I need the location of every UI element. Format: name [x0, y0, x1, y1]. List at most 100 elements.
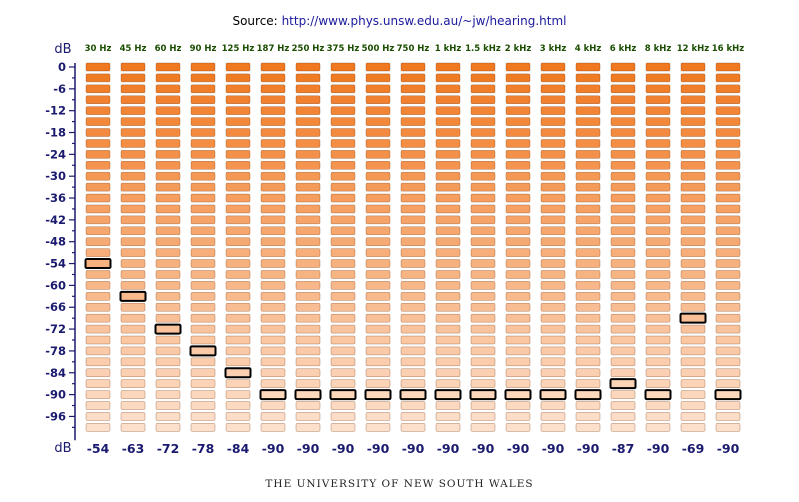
level-cell[interactable] — [85, 171, 111, 181]
level-cell[interactable] — [85, 248, 111, 257]
level-cell[interactable] — [610, 248, 636, 257]
level-cell[interactable] — [645, 62, 671, 72]
level-cell[interactable] — [365, 139, 391, 148]
level-cell[interactable] — [645, 423, 671, 432]
level-cell[interactable] — [190, 346, 216, 356]
level-cell[interactable] — [295, 215, 321, 225]
level-cell[interactable] — [680, 390, 706, 399]
level-cell[interactable] — [540, 281, 566, 290]
level-cell[interactable] — [365, 423, 391, 432]
level-cell[interactable] — [575, 379, 601, 388]
level-cell[interactable] — [365, 182, 391, 192]
level-cell[interactable] — [85, 292, 111, 301]
level-cell[interactable] — [155, 117, 181, 126]
level-cell[interactable] — [400, 73, 426, 83]
level-cell[interactable] — [330, 171, 356, 181]
level-cell[interactable] — [120, 73, 146, 83]
level-cell[interactable] — [120, 95, 146, 105]
level-cell[interactable] — [190, 106, 216, 115]
level-cell[interactable] — [540, 128, 566, 137]
level-cell[interactable] — [680, 401, 706, 410]
level-cell[interactable] — [295, 412, 321, 421]
level-cell[interactable] — [330, 423, 356, 432]
level-cell[interactable] — [645, 368, 671, 378]
level-cell[interactable] — [330, 281, 356, 290]
level-cell[interactable] — [715, 237, 741, 246]
level-cell[interactable] — [225, 346, 251, 356]
level-cell[interactable] — [295, 237, 321, 246]
level-cell[interactable] — [120, 150, 146, 159]
level-cell[interactable] — [505, 412, 531, 421]
level-cell[interactable] — [120, 117, 146, 126]
level-cell[interactable] — [295, 95, 321, 105]
level-cell[interactable] — [575, 171, 601, 181]
level-cell[interactable] — [680, 259, 706, 268]
level-cell[interactable] — [120, 182, 146, 192]
level-cell[interactable] — [435, 401, 461, 410]
level-cell[interactable] — [155, 182, 181, 192]
level-cell[interactable] — [680, 171, 706, 181]
level-cell[interactable] — [365, 117, 391, 126]
level-cell[interactable] — [470, 161, 496, 170]
level-cell[interactable] — [225, 423, 251, 432]
level-cell[interactable] — [260, 106, 286, 115]
level-cell[interactable] — [435, 357, 461, 367]
level-cell[interactable] — [575, 73, 601, 83]
level-cell[interactable] — [330, 292, 356, 301]
level-cell[interactable] — [715, 193, 741, 203]
level-cell[interactable] — [155, 237, 181, 246]
level-cell[interactable] — [505, 193, 531, 203]
level-cell[interactable] — [400, 379, 426, 388]
level-cell[interactable] — [330, 215, 356, 225]
level-cell[interactable] — [715, 161, 741, 170]
level-cell[interactable] — [400, 84, 426, 94]
level-cell[interactable] — [470, 390, 496, 399]
level-cell[interactable] — [400, 292, 426, 301]
level-cell[interactable] — [295, 292, 321, 301]
level-cell[interactable] — [575, 292, 601, 301]
level-cell[interactable] — [470, 335, 496, 345]
level-cell[interactable] — [365, 401, 391, 410]
level-cell[interactable] — [715, 73, 741, 83]
level-cell[interactable] — [680, 346, 706, 356]
level-cell[interactable] — [155, 357, 181, 367]
level-cell[interactable] — [190, 335, 216, 345]
level-cell[interactable] — [330, 259, 356, 268]
level-cell[interactable] — [540, 117, 566, 126]
level-cell[interactable] — [435, 95, 461, 105]
level-cell[interactable] — [540, 226, 566, 236]
level-cell[interactable] — [85, 423, 111, 432]
level-cell[interactable] — [645, 139, 671, 148]
level-cell[interactable] — [295, 346, 321, 356]
level-cell[interactable] — [155, 423, 181, 432]
level-cell[interactable] — [715, 270, 741, 279]
level-cell[interactable] — [85, 226, 111, 236]
level-cell[interactable] — [680, 226, 706, 236]
level-cell[interactable] — [155, 161, 181, 170]
level-cell[interactable] — [505, 204, 531, 214]
level-cell[interactable] — [610, 106, 636, 115]
level-cell[interactable] — [120, 313, 146, 323]
level-cell[interactable] — [330, 237, 356, 246]
level-cell[interactable] — [575, 128, 601, 137]
level-cell[interactable] — [225, 259, 251, 268]
level-cell[interactable] — [365, 171, 391, 181]
level-cell[interactable] — [120, 368, 146, 378]
level-cell[interactable] — [470, 193, 496, 203]
level-cell[interactable] — [715, 324, 741, 334]
level-cell[interactable] — [680, 117, 706, 126]
level-cell[interactable] — [260, 128, 286, 137]
level-cell[interactable] — [645, 401, 671, 410]
level-cell[interactable] — [330, 357, 356, 367]
level-cell[interactable] — [225, 204, 251, 214]
level-cell[interactable] — [470, 117, 496, 126]
level-cell[interactable] — [610, 390, 636, 399]
level-cell[interactable] — [610, 313, 636, 323]
level-cell[interactable] — [120, 281, 146, 290]
level-cell[interactable] — [85, 270, 111, 279]
level-cell[interactable] — [330, 270, 356, 279]
level-cell[interactable] — [505, 117, 531, 126]
level-cell[interactable] — [155, 150, 181, 159]
level-cell[interactable] — [365, 346, 391, 356]
level-cell[interactable] — [155, 313, 181, 323]
